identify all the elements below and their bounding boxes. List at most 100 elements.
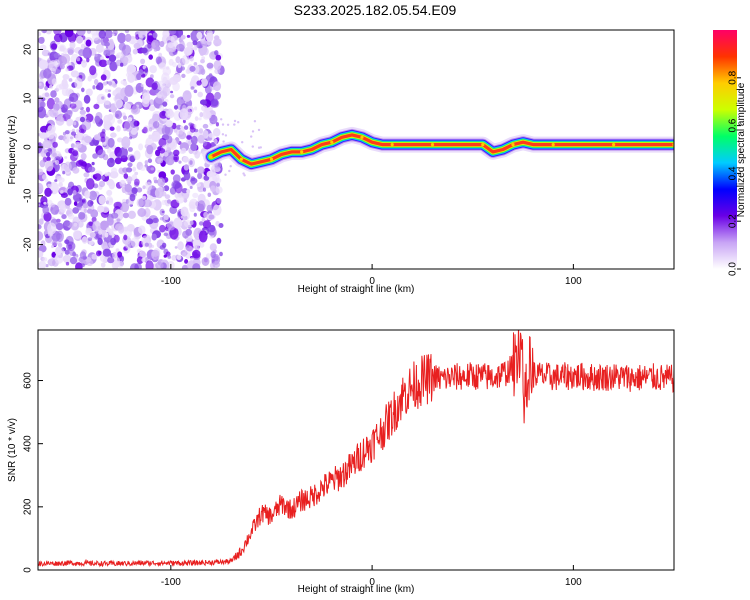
noise-speck [138, 143, 144, 151]
noise-speck [224, 134, 228, 137]
noise-speck [64, 130, 70, 135]
noise-speck [196, 31, 203, 40]
noise-speck [66, 118, 74, 126]
noise-speck [158, 148, 166, 154]
noise-speck [145, 260, 154, 269]
noise-speck [214, 43, 219, 47]
noise-speck [115, 248, 120, 253]
noise-speck [88, 240, 94, 246]
noise-speck [100, 262, 106, 268]
noise-speck [62, 170, 66, 175]
noise-speck [148, 105, 156, 112]
noise-speck [132, 166, 137, 172]
noise-speck [74, 100, 83, 110]
noise-speck [182, 252, 187, 257]
noise-speck [117, 32, 126, 44]
noise-speck [242, 172, 245, 175]
ridge-point [269, 157, 274, 161]
noise-speck [175, 195, 185, 204]
snr-panel: -100 0 100 0 200 400 600 Height of straight l… [7, 329, 675, 595]
noise-speck [114, 157, 122, 165]
noise-speck [94, 115, 101, 124]
noise-speck [64, 197, 72, 206]
noise-speck [52, 141, 58, 148]
noise-speck [38, 203, 41, 207]
snr-y-axis: 0 200 400 600 [23, 372, 43, 573]
noise-speck [141, 257, 146, 263]
noise-speck [124, 120, 133, 132]
noise-speck [157, 158, 164, 164]
noise-speck [224, 173, 227, 176]
noise-speck [193, 212, 197, 217]
noise-speck [89, 232, 96, 238]
noise-speck [142, 185, 146, 190]
spectrogram-x-label: Height of straight line (km) [298, 284, 415, 295]
noise-speck [79, 116, 86, 123]
noise-speck [47, 230, 54, 237]
noise-speck [50, 203, 55, 208]
noise-speck [101, 96, 105, 100]
noise-speck [221, 123, 225, 126]
noise-speck [173, 217, 183, 229]
noise-speck [123, 234, 128, 241]
noise-speck [198, 230, 208, 243]
noise-speck [87, 237, 93, 242]
noise-speck [81, 236, 88, 244]
noise-speck [115, 92, 125, 102]
noise-speck [38, 260, 47, 269]
noise-speck [181, 147, 187, 154]
noise-speck [40, 240, 46, 247]
noise-speck [162, 76, 168, 83]
noise-speck [65, 261, 70, 266]
noise-speck [44, 92, 50, 97]
noise-speck [83, 203, 89, 209]
noise-speck [38, 106, 47, 119]
noise-speck [59, 204, 66, 213]
noise-speck [75, 262, 83, 269]
noise-speck [42, 30, 47, 34]
noise-speck [150, 167, 155, 171]
noise-speck [113, 201, 122, 209]
noise-speck [54, 97, 60, 103]
noise-speck [197, 91, 203, 98]
noise-speck [201, 257, 210, 266]
noise-speck [177, 241, 184, 251]
noise-speck [88, 221, 94, 226]
noise-speck [54, 159, 60, 165]
noise-speck [123, 103, 132, 110]
noise-speck [146, 144, 154, 155]
noise-speck [87, 199, 94, 207]
noise-speck [76, 57, 81, 62]
noise-speck [63, 135, 70, 143]
x-tick-label: 100 [565, 577, 582, 588]
noise-speck [152, 32, 158, 39]
noise-speck [81, 199, 86, 203]
noise-speck [83, 208, 88, 213]
noise-speck [106, 196, 114, 206]
noise-speck [83, 94, 91, 104]
noise-speck [104, 172, 109, 177]
noise-speck [216, 182, 220, 188]
noise-speck [64, 30, 74, 38]
noise-speck [161, 242, 167, 248]
noise-speck [178, 160, 182, 164]
noise-speck [64, 156, 68, 159]
noise-speck [38, 224, 42, 230]
noise-speck [201, 217, 206, 222]
noise-speck [203, 175, 210, 181]
noise-speck [69, 92, 79, 103]
x-tick-label: 0 [369, 276, 375, 287]
noise-speck [50, 90, 57, 98]
noise-speck [132, 48, 138, 55]
noise-speck [197, 200, 206, 212]
noise-speck [182, 119, 186, 124]
noise-speck [142, 199, 152, 208]
noise-speck [209, 114, 218, 125]
noise-speck [51, 78, 57, 85]
noise-speck [194, 168, 198, 173]
noise-speck [73, 121, 77, 126]
noise-speck [136, 198, 144, 208]
noise-speck [70, 70, 79, 78]
y-tick-label: 0 [23, 567, 34, 573]
noise-speck [100, 56, 104, 61]
